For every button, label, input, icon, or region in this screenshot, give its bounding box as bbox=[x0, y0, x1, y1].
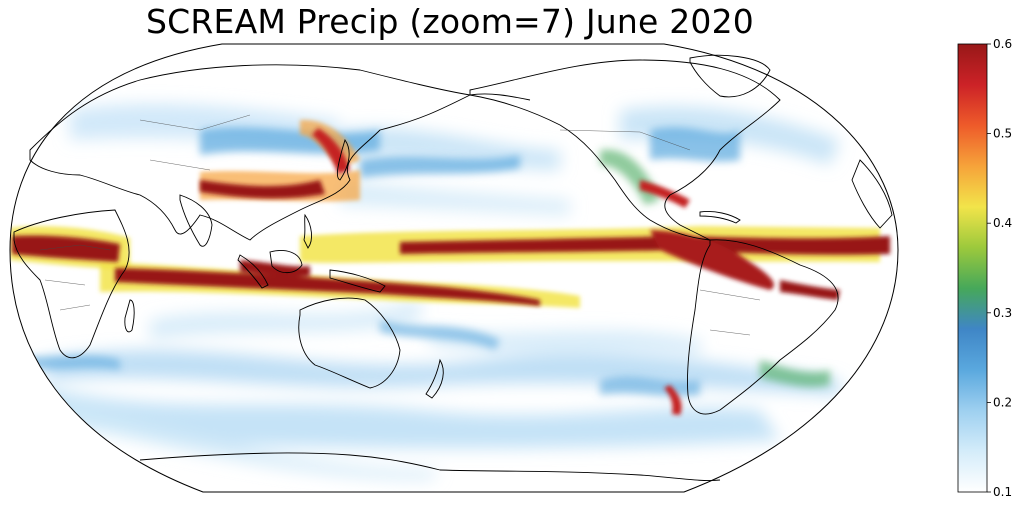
country-borders bbox=[39, 114, 761, 336]
coast-north-america bbox=[469, 59, 781, 241]
coast-new-zealand bbox=[425, 358, 444, 399]
colorbar-tick-label: 0.5 bbox=[993, 127, 1012, 141]
coast-madagascar bbox=[124, 299, 135, 333]
colorbar-tick-label: 0.3 bbox=[993, 306, 1012, 320]
colorbar-tick-label: 0.2 bbox=[993, 395, 1012, 409]
coast-india bbox=[179, 194, 213, 247]
precip-field bbox=[10, 103, 890, 480]
coast-cuba bbox=[699, 211, 741, 224]
coast-antarctica bbox=[139, 452, 721, 481]
coast-borneo bbox=[269, 250, 303, 274]
coast-south-america bbox=[687, 239, 839, 415]
map-title: SCREAM Precip (zoom=7) June 2020 bbox=[146, 2, 754, 41]
coast-africa bbox=[13, 209, 130, 359]
colorbar-tick-label: 0.4 bbox=[993, 216, 1012, 230]
coast-japan bbox=[336, 138, 350, 181]
globe-outline bbox=[9, 43, 899, 493]
coast-australia bbox=[298, 297, 401, 389]
colorbar-tick-label: 0.6 bbox=[993, 37, 1012, 51]
coast-europe-east-edge bbox=[851, 159, 893, 229]
coast-eurasia bbox=[29, 64, 472, 241]
colorbar-tick-label: 0.1 bbox=[993, 485, 1012, 499]
colorbar-ticks: 0.6 0.5 0.4 0.3 0.2 0.1 bbox=[987, 37, 1012, 499]
coast-greenland bbox=[689, 54, 771, 98]
coast-sumatra bbox=[237, 254, 269, 289]
colorbar bbox=[957, 43, 988, 493]
coast-new-guinea bbox=[329, 269, 386, 293]
coast-aleutians bbox=[469, 93, 531, 101]
coastlines bbox=[13, 54, 893, 481]
coast-philippines bbox=[303, 213, 312, 249]
